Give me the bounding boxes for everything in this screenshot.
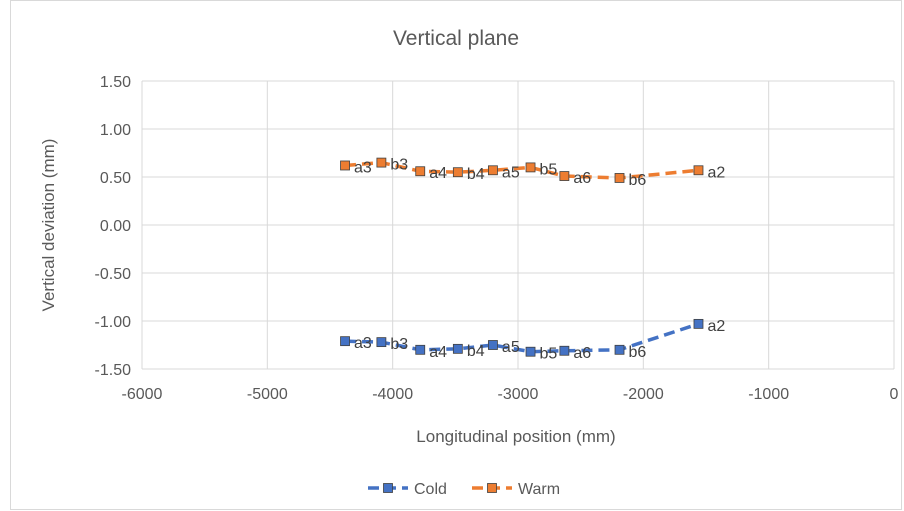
data-point-warm-b6 [614,173,625,183]
data-point-cold-b4 [452,343,463,354]
data-label: a2 [707,164,725,181]
y-tick-label: 0.00 [100,218,131,235]
data-point-cold-a3 [340,336,350,347]
legend: Cold Warm [368,481,560,498]
data-label: a6 [573,345,591,362]
data-label: b5 [540,346,558,363]
data-point-cold-a5 [488,340,498,350]
y-tick-label: 1.00 [100,122,131,139]
legend-item-cold: Cold [368,481,447,498]
data-label: a4 [429,344,447,361]
data-point-warm-a5 [488,165,498,176]
data-label: b3 [390,157,408,174]
data-point-warm-a4 [415,166,426,177]
data-point-cold-a2 [693,318,704,329]
data-label: a5 [502,164,520,181]
data-label: a5 [502,339,520,356]
chart-frame: a3 b3 a4 b4 a5 b5 a6 b6 a2 a3 b3 a4 b4 a5 b5 a6 b6 a2 1.5… [10,0,902,510]
data-label: b3 [390,336,408,353]
x-tick-label: 0 [890,386,899,403]
grid-lines [141,80,895,370]
y-tick-label: -1.50 [95,362,132,379]
y-tick-label: -1.00 [95,314,132,331]
series-layer: a3 b3 a4 b4 a5 b5 a6 b6 a2 a3 b3 a4 b4 a5 b5 a6 b6 a2 [340,157,725,363]
data-point-warm-b4 [452,167,463,178]
data-point-cold-b3 [376,337,387,348]
data-label: b6 [629,172,647,189]
series-warm: a3 b3 a4 b4 a5 b5 a6 b6 a2 [340,157,725,189]
x-tick-label: -6000 [122,386,163,403]
x-tick-label: -3000 [498,386,539,403]
chart-svg: a3 b3 a4 b4 a5 b5 a6 b6 a2 a3 b3 a4 b4 a5 b5 a6 b6 a2 1.5… [39,27,899,498]
data-point-cold-b5 [525,346,536,357]
legend-item-warm: Warm [472,481,560,498]
y-tick-label: 0.50 [100,170,131,187]
data-label: a3 [354,159,372,176]
data-label: a6 [573,170,591,187]
x-tick-label: -5000 [247,386,288,403]
data-label: a4 [429,165,447,182]
x-axis-title: Longitudinal position (mm) [416,427,615,446]
series-line-cold [344,322,700,354]
data-label: b4 [467,343,485,360]
y-axis-title: Vertical deviation (mm) [39,139,58,312]
legend-label: Warm [518,481,560,498]
chart-title: Vertical plane [393,27,519,50]
y-tick-label: 1.50 [100,74,131,91]
legend-marker [383,483,393,493]
data-point-cold-b6 [614,344,625,355]
data-label: a3 [354,335,372,352]
data-label: b5 [540,161,558,178]
series-cold: a3 b3 a4 b4 a5 b5 a6 b6 a2 [340,318,725,363]
tick-labels: 1.50 1.00 0.50 0.00 -0.50 -1.00 -1.50 -6000 -500… [95,74,899,403]
x-tick-label: -2000 [623,386,664,403]
y-tick-label: -0.50 [95,266,132,283]
data-label: b6 [629,344,647,361]
data-point-warm-b5 [525,162,536,173]
x-tick-label: -4000 [372,386,413,403]
data-point-cold-a4 [415,344,426,355]
data-point-warm-a2 [693,165,704,176]
data-label: a2 [707,318,725,335]
legend-marker [487,483,497,493]
x-tick-label: -1000 [748,386,789,403]
data-point-warm-a6 [559,171,570,181]
data-point-cold-a6 [559,345,570,356]
legend-label: Cold [414,481,447,498]
data-label: b4 [467,166,485,183]
data-point-warm-b3 [376,157,387,168]
data-point-warm-a3 [340,160,350,171]
series-line-warm [344,160,699,180]
